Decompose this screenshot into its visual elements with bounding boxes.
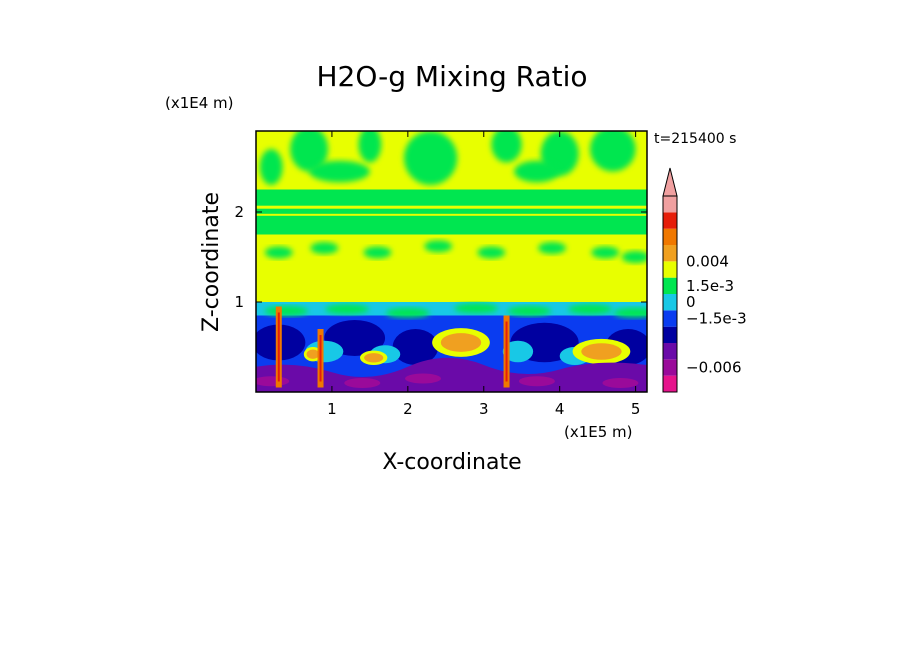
field-blob [507, 306, 552, 316]
colorbar-swatch [663, 277, 677, 294]
y-tick-label: 1 [234, 293, 244, 311]
field-blob [591, 246, 620, 259]
x-tick-label: 5 [631, 400, 641, 418]
colorbar-label: 0.004 [686, 252, 729, 270]
field-blob [290, 131, 329, 172]
plume-core [505, 321, 508, 382]
colorbar-swatch [663, 359, 677, 376]
y-tick-label: 2 [234, 203, 244, 221]
eddy-inner [581, 343, 622, 360]
field-blob [613, 307, 647, 318]
time-label: t=215400 s [654, 131, 736, 147]
y-axis-label: Z-coordinate [199, 192, 224, 332]
field-blob [404, 131, 458, 185]
colorbar-swatch [663, 212, 677, 229]
colorbar-swatch [663, 294, 677, 311]
field-blob [264, 306, 309, 316]
field-blob [310, 242, 339, 254]
field-blob [309, 160, 370, 183]
field-blob [502, 340, 534, 363]
field-blob [518, 376, 555, 387]
field-blob [454, 303, 499, 314]
field-blob [385, 307, 430, 318]
chart-title: H2O-g Mixing Ratio [316, 60, 587, 93]
x-tick-label: 1 [327, 400, 337, 418]
field-blob [256, 376, 290, 387]
field-blob [325, 304, 370, 315]
colorbar-label: −1.5e-3 [686, 310, 747, 328]
field-blob [363, 246, 392, 259]
field-blob [358, 131, 382, 163]
colorbar-swatch [663, 343, 677, 360]
field-blob [259, 149, 283, 185]
colorbar-swatch [663, 245, 677, 262]
colorbar-swatch [663, 326, 677, 343]
field-blob [264, 246, 293, 259]
colorbar-swatch [663, 310, 677, 327]
y-axis-unit: (x1E4 m) [165, 94, 234, 112]
band-line [256, 213, 647, 216]
field-blob [424, 240, 453, 253]
colorbar-swatch [663, 375, 677, 392]
eddy-inner [306, 349, 320, 359]
field-blob [344, 378, 381, 388]
x-axis-ticks: 1 2 3 4 5 [327, 131, 640, 418]
x-tick-label: 4 [555, 400, 565, 418]
x-tick-label: 3 [479, 400, 489, 418]
field-blob [568, 304, 613, 315]
colorbar: 0.004 1.5e-30−1.5e-3 −0.006 [662, 167, 747, 393]
eddy-inner [440, 333, 482, 352]
field-blob [602, 378, 639, 388]
x-tick-label: 2 [403, 400, 413, 418]
colorbar-swatch [663, 196, 677, 213]
field-blob [477, 246, 506, 259]
plot-area [256, 131, 647, 392]
colorbar-extend-arrow [662, 167, 678, 197]
plume-core [319, 335, 322, 382]
y-axis-ticks: 12 [234, 203, 647, 311]
x-axis-label: X-coordinate [382, 450, 521, 475]
plume-core [277, 312, 280, 382]
field-blob [590, 131, 636, 172]
field-blob [405, 373, 442, 384]
colorbar-swatch [663, 228, 677, 245]
eddy-inner [364, 353, 384, 363]
field-blob [392, 329, 439, 365]
colorbar-label: −0.006 [686, 359, 742, 377]
x-axis-unit: (x1E5 m) [564, 423, 633, 441]
field-blob [538, 242, 567, 254]
heatmap-field [256, 131, 647, 392]
plot-frame [255, 130, 648, 393]
colorbar-label: 1.5e-3 [686, 277, 734, 295]
field-blob [514, 160, 560, 183]
field-blob [621, 251, 647, 263]
field-blob [491, 131, 522, 163]
band-line [256, 205, 647, 209]
colorbar-swatch [663, 261, 677, 278]
colorbar-label: 0 [686, 293, 696, 311]
